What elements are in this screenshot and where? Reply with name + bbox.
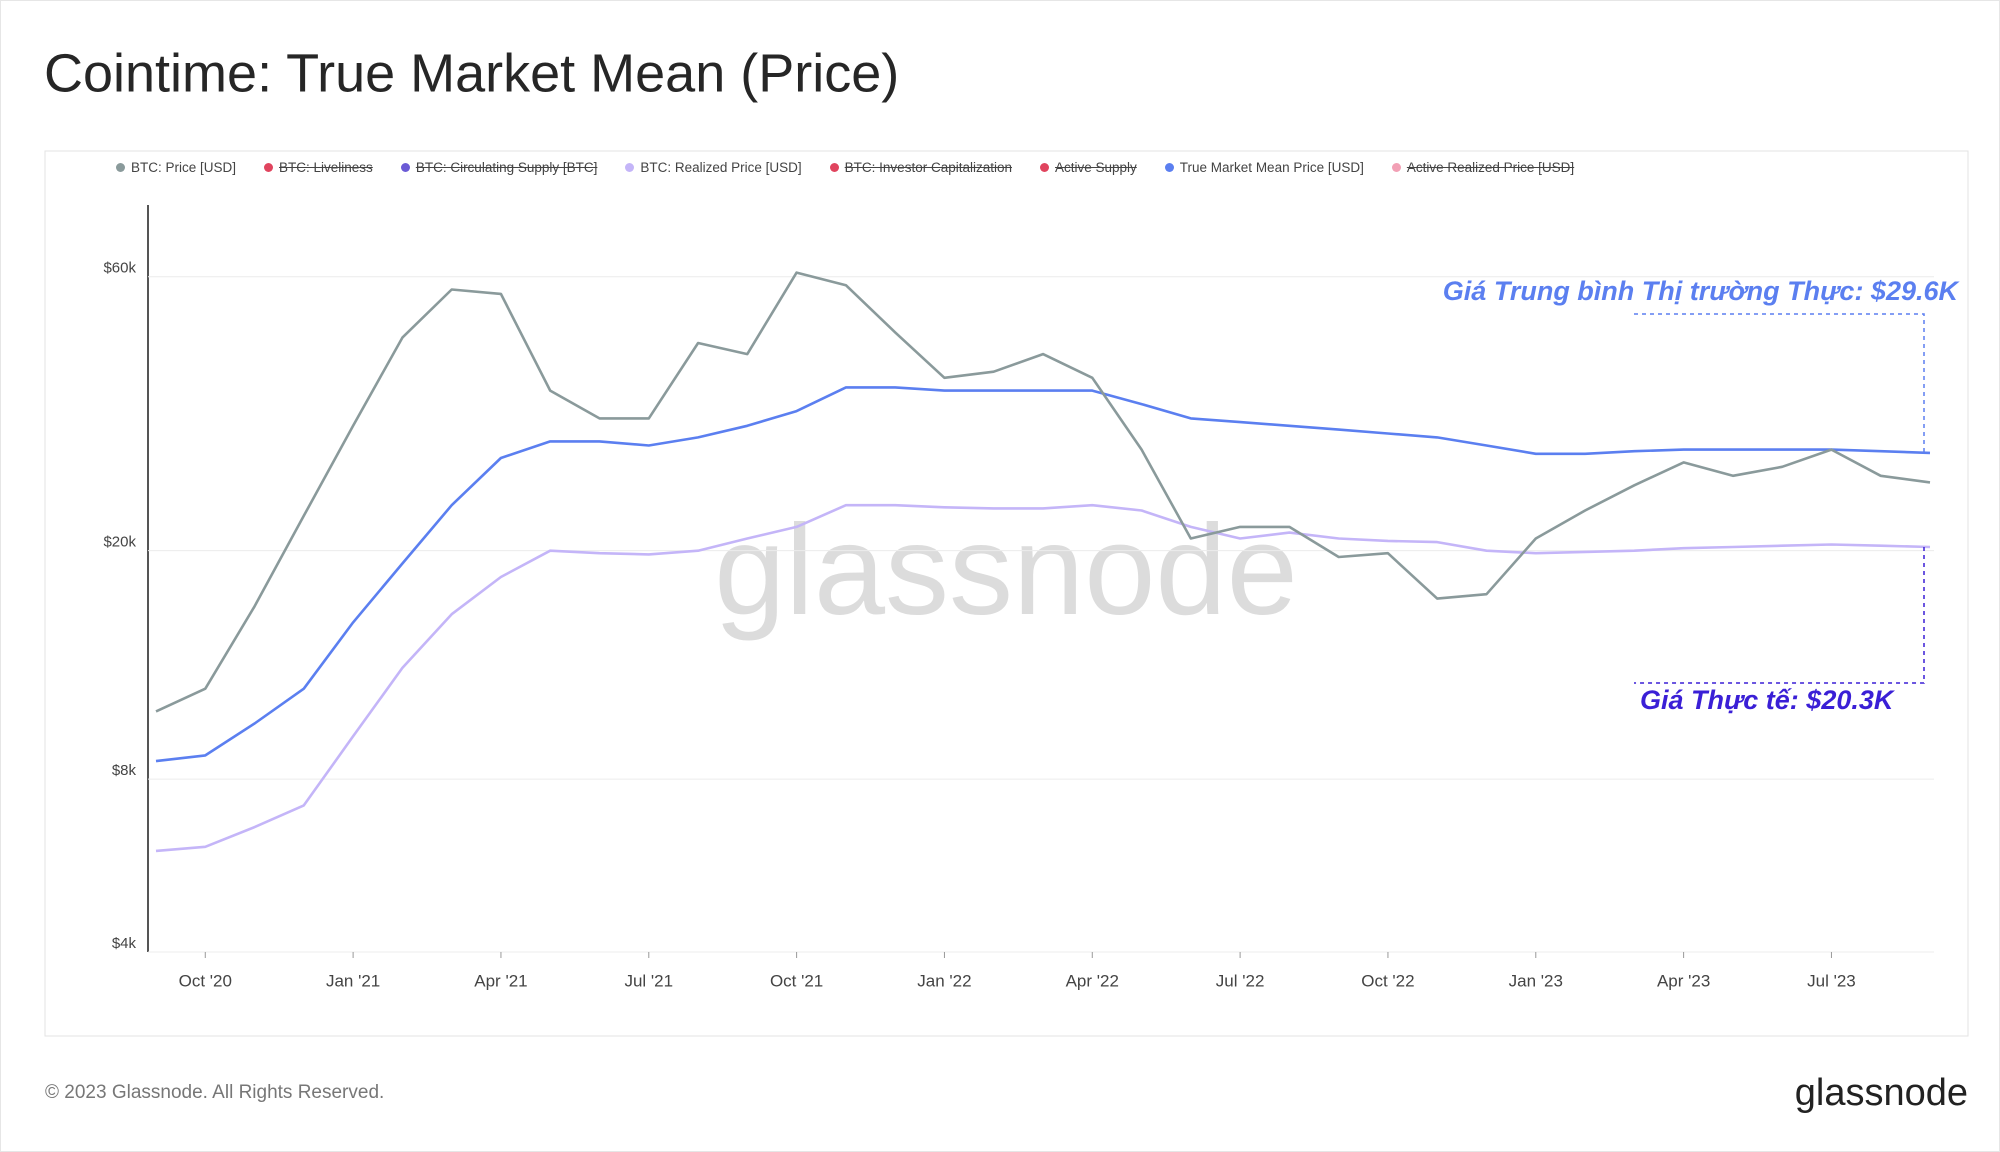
legend-swatch bbox=[1040, 163, 1049, 172]
x-tick-label: Oct '20 bbox=[179, 971, 232, 990]
watermark: glassnode bbox=[714, 499, 1298, 642]
x-tick-label: Jan '22 bbox=[917, 971, 971, 990]
legend-label: BTC: Liveliness bbox=[279, 160, 373, 175]
annotation: Giá Thực tế: $20.3K bbox=[1640, 685, 1896, 715]
legend-item[interactable]: BTC: Circulating Supply [BTC] bbox=[400, 160, 598, 175]
x-tick-label: Apr '22 bbox=[1066, 971, 1119, 990]
legend-label: True Market Mean Price [USD] bbox=[1179, 160, 1364, 175]
y-tick-label: $4k bbox=[112, 935, 137, 952]
x-tick-label: Oct '22 bbox=[1361, 971, 1414, 990]
legend-label: Active Supply bbox=[1055, 160, 1137, 175]
x-tick-label: Apr '23 bbox=[1657, 971, 1710, 990]
legend-item[interactable]: BTC: Investor Capitalization bbox=[829, 160, 1012, 175]
legend-swatch bbox=[1391, 163, 1401, 172]
series-line bbox=[155, 386, 1931, 763]
legend-item[interactable]: True Market Mean Price [USD] bbox=[1164, 160, 1364, 175]
legend-swatch bbox=[829, 163, 839, 172]
legend-label: BTC: Investor Capitalization bbox=[844, 160, 1012, 175]
chart-box bbox=[44, 150, 1969, 1037]
annotation: Giá Trung bình Thị trường Thực: $29.6K bbox=[1443, 276, 1961, 306]
legend-swatch bbox=[1164, 163, 1174, 172]
copyright: © 2023 Glassnode. All Rights Reserved. bbox=[45, 1082, 384, 1103]
x-tick-label: Jul '23 bbox=[1807, 971, 1856, 990]
legend-label: BTC: Circulating Supply [BTC] bbox=[415, 160, 598, 175]
legend-swatch bbox=[116, 163, 125, 172]
x-tick-label: Jan '21 bbox=[326, 971, 380, 990]
logo: glassnode bbox=[1795, 1072, 1968, 1114]
x-tick-label: Jul '21 bbox=[624, 971, 673, 990]
legend-label: Active Realized Price [USD] bbox=[1406, 160, 1575, 175]
y-tick-label: $8k bbox=[112, 762, 137, 779]
legend-label: BTC: Realized Price [USD] bbox=[640, 160, 802, 175]
legend-item[interactable]: BTC: Realized Price [USD] bbox=[625, 160, 802, 175]
x-tick-label: Jul '22 bbox=[1216, 971, 1265, 990]
x-tick-label: Jan '23 bbox=[1509, 971, 1563, 990]
legend-item[interactable]: Active Supply bbox=[1040, 160, 1137, 175]
x-tick-label: Oct '21 bbox=[770, 971, 823, 990]
legend: BTC: Price [USD] BTC: Liveliness BTC: Circ… bbox=[116, 160, 1574, 175]
x-tick-label: Apr '21 bbox=[474, 971, 527, 990]
series-line bbox=[155, 503, 1931, 853]
legend-item[interactable]: Active Realized Price [USD] bbox=[1391, 160, 1575, 175]
legend-swatch bbox=[400, 163, 410, 172]
legend-item[interactable]: BTC: Liveliness bbox=[264, 160, 373, 175]
y-tick-label: $60k bbox=[103, 260, 136, 277]
chart-title: Cointime: True Market Mean (Price) bbox=[44, 43, 899, 103]
legend-item[interactable]: BTC: Price [USD] bbox=[116, 160, 236, 175]
legend-label: BTC: Price [USD] bbox=[131, 160, 237, 175]
y-tick-label: $20k bbox=[103, 534, 136, 551]
series-line bbox=[155, 271, 1931, 713]
legend-swatch bbox=[625, 163, 635, 172]
annotation-connector bbox=[1634, 313, 1925, 453]
legend-swatch bbox=[264, 163, 274, 172]
annotation-connector bbox=[1634, 546, 1925, 684]
